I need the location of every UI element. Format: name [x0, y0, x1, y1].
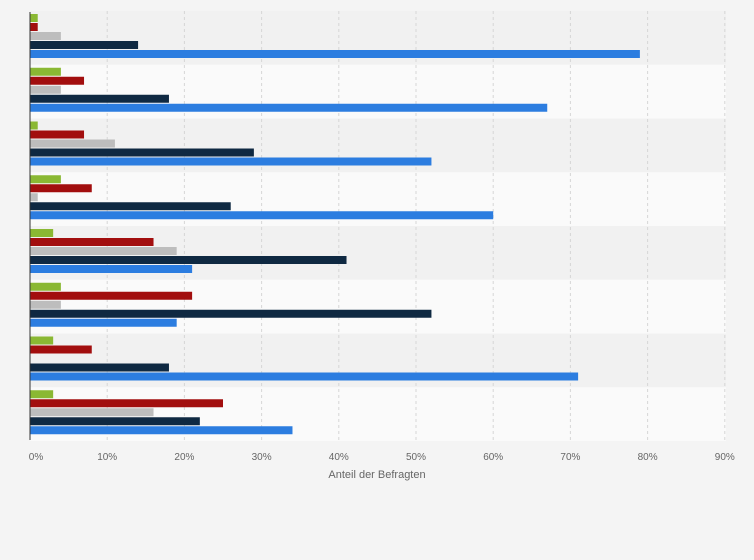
bar	[30, 184, 92, 193]
bar	[30, 417, 200, 426]
bar	[30, 148, 254, 157]
bar	[30, 238, 154, 246]
x-tick-label: 10%	[97, 452, 117, 463]
x-tick-label: 30%	[252, 452, 272, 463]
bar	[30, 336, 54, 345]
bar	[30, 94, 169, 103]
bar	[30, 41, 139, 49]
bar	[30, 399, 223, 408]
bars	[30, 14, 640, 435]
bar	[30, 50, 640, 58]
bar	[30, 85, 61, 94]
bar	[30, 229, 54, 237]
x-tick-label: 50%	[406, 452, 426, 463]
bar	[30, 175, 61, 184]
bar	[30, 103, 548, 112]
bar	[30, 157, 432, 166]
bar	[30, 291, 193, 300]
bar	[30, 282, 61, 291]
bar	[30, 390, 54, 399]
bar	[30, 309, 432, 318]
bar	[30, 67, 61, 76]
bar	[30, 23, 38, 31]
x-tick-labels: 0% 10% 20% 30% 40% 50% 60% 70% 80% 90%	[29, 452, 735, 463]
bar	[30, 426, 293, 435]
bar	[30, 14, 38, 22]
bar	[30, 202, 231, 211]
bar	[30, 265, 193, 273]
bar	[30, 130, 85, 139]
x-tick-label: 70%	[560, 452, 580, 463]
bar	[30, 193, 38, 202]
x-tick-label: 20%	[174, 452, 194, 463]
bar	[30, 211, 494, 220]
bar	[30, 121, 38, 130]
bar	[30, 318, 177, 327]
x-axis-title: Anteil der Befragten	[328, 469, 425, 481]
bar	[30, 76, 85, 85]
x-tick-label: 80%	[638, 452, 658, 463]
bar	[30, 345, 92, 354]
bar	[30, 300, 61, 309]
x-tick-label: 90%	[715, 452, 735, 463]
bar	[30, 408, 154, 417]
bar	[30, 372, 579, 381]
x-tick-label: 60%	[483, 452, 503, 463]
bar	[30, 247, 177, 255]
bar	[30, 363, 169, 372]
bar	[30, 32, 61, 40]
x-tick-label: 40%	[329, 452, 349, 463]
bar	[30, 256, 347, 264]
x-tick-label: 0%	[29, 452, 44, 463]
bar	[30, 139, 115, 148]
